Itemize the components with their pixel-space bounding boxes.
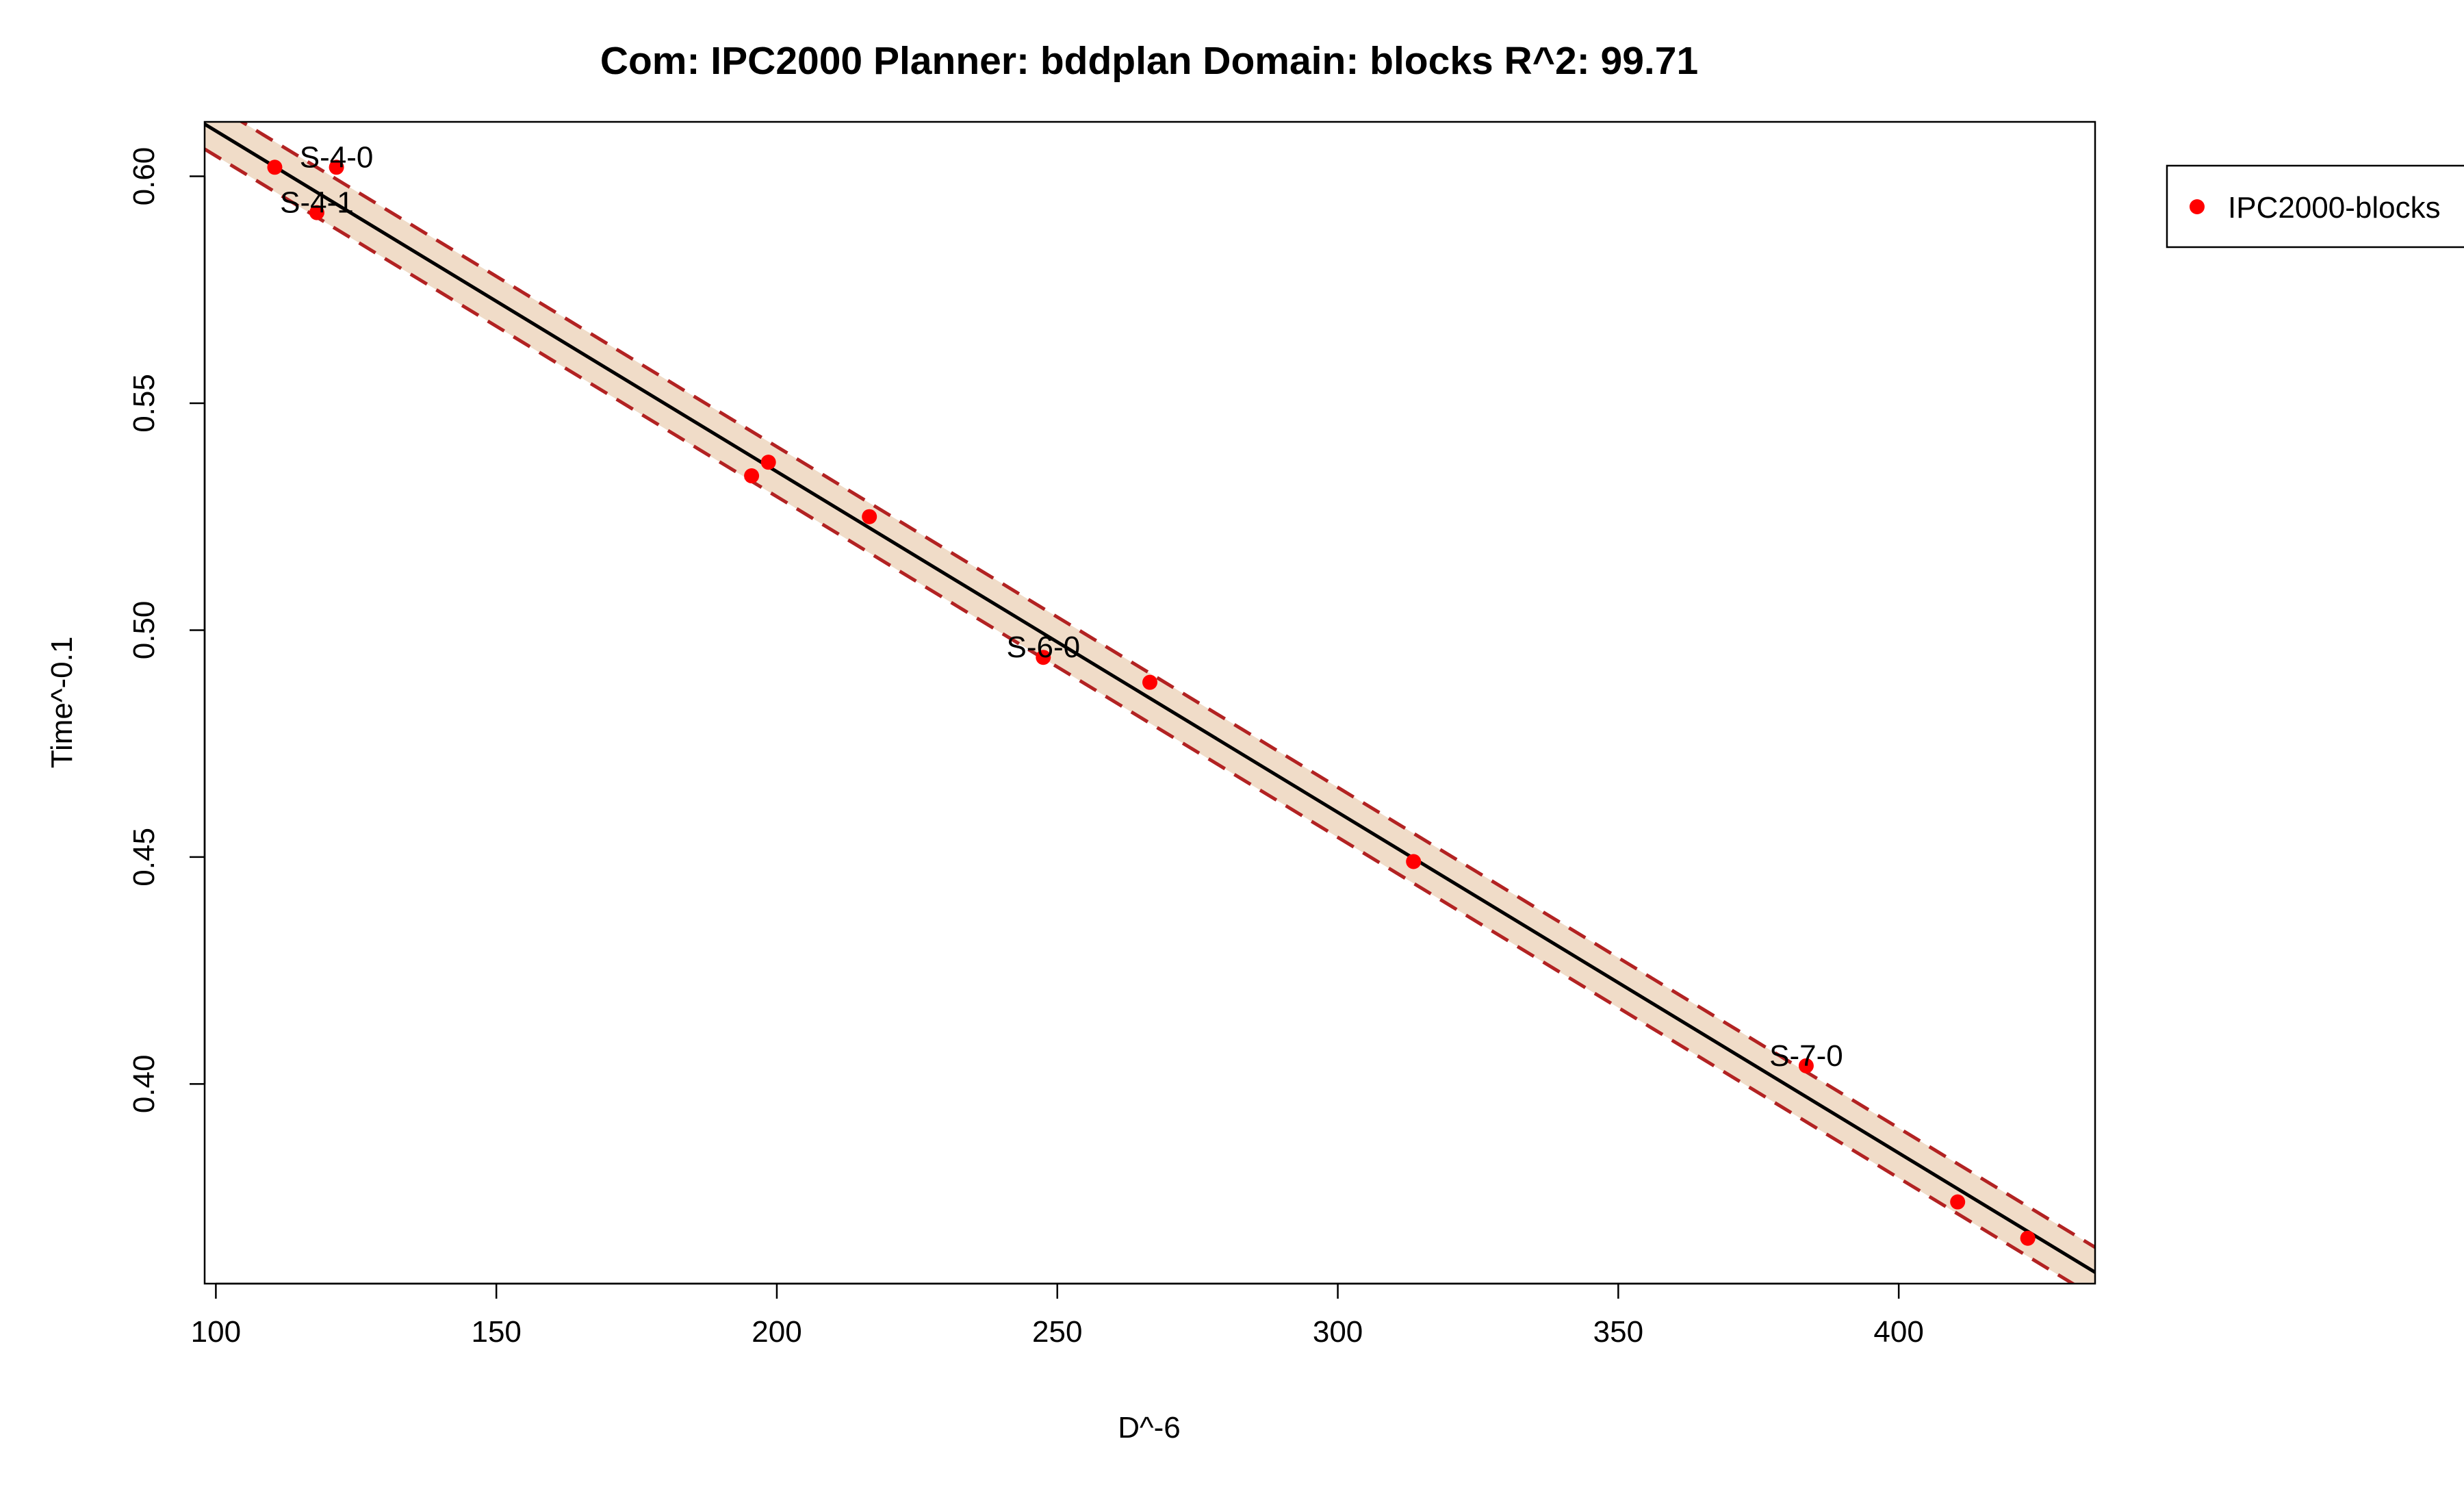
- confidence-line-lower: [205, 147, 2077, 1284]
- y-tick-label: 0.60: [127, 147, 161, 206]
- data-point: [760, 455, 776, 470]
- data-point: [1798, 1058, 1814, 1073]
- point-labels: S-4-0 S-4-1 S-6-0 S-7-0: [280, 140, 1843, 1073]
- data-point: [1142, 674, 1157, 690]
- x-tick-label: 200: [752, 1315, 801, 1349]
- data-point: [1406, 854, 1422, 869]
- data-point: [2020, 1230, 2036, 1246]
- x-tick-label: 150: [471, 1315, 521, 1349]
- x-tick-label: 350: [1593, 1315, 1643, 1349]
- point-label: S-4-0: [300, 140, 374, 174]
- data-point: [862, 509, 877, 524]
- point-label: S-4-1: [280, 186, 354, 220]
- x-tick-label: 250: [1032, 1315, 1082, 1349]
- y-tick-label: 0.50: [127, 601, 161, 660]
- y-tick-label: 0.40: [127, 1055, 161, 1114]
- x-tick-label: 100: [191, 1315, 241, 1349]
- data-point: [744, 468, 760, 484]
- legend-entry: IPC2000-blocks: [2228, 191, 2441, 225]
- legend: IPC2000-blocks: [2166, 164, 2464, 249]
- chart-title: Com: IPC2000 Planner: bddplan Domain: bl…: [600, 39, 1698, 83]
- legend-marker: [2190, 199, 2205, 214]
- confidence-line-upper: [238, 122, 2095, 1249]
- point-label: S-7-0: [1769, 1039, 1843, 1073]
- x-axis: 100 150 200 250 300 350 400: [191, 1282, 1924, 1349]
- data-point: [267, 160, 283, 175]
- fit-line: [205, 123, 2095, 1274]
- x-tick-label: 400: [1873, 1315, 1923, 1349]
- x-tick-label: 300: [1313, 1315, 1363, 1349]
- y-tick-label: 0.55: [127, 374, 161, 433]
- data-point: [1036, 650, 1051, 665]
- x-axis-label: D^-6: [1118, 1411, 1181, 1445]
- data-point: [1950, 1194, 1966, 1210]
- plot-layer: S-4-0 S-4-1 S-6-0 S-7-0: [205, 122, 2095, 1284]
- legend-box: [2166, 164, 2464, 249]
- point-label: S-6-0: [1006, 631, 1080, 664]
- y-tick-label: 0.45: [127, 828, 161, 887]
- data-point: [329, 160, 344, 175]
- plot-area: [205, 122, 2095, 1284]
- data-point: [309, 205, 324, 220]
- y-axis: 0.40 0.45 0.50 0.55 0.60: [127, 147, 206, 1114]
- y-axis-label: Time^-0.1: [45, 637, 79, 769]
